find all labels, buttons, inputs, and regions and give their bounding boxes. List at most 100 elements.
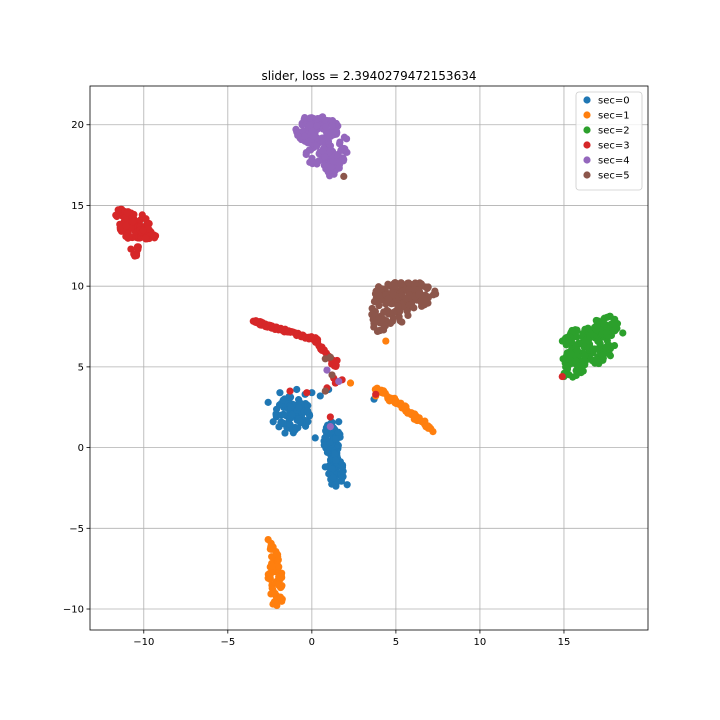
data-point <box>267 542 276 551</box>
data-point <box>335 164 343 172</box>
data-points <box>112 113 627 610</box>
data-point <box>321 152 329 161</box>
data-point <box>333 356 341 365</box>
data-point <box>130 250 138 258</box>
data-point <box>273 550 281 558</box>
data-point <box>329 474 337 482</box>
data-point <box>581 325 589 333</box>
legend-label: sec=4 <box>598 156 630 167</box>
data-point <box>316 392 324 400</box>
x-tick-label: 5 <box>393 637 399 648</box>
data-point <box>420 297 429 305</box>
legend-label: sec=3 <box>598 141 630 152</box>
data-point <box>266 575 274 583</box>
data-point <box>373 327 382 336</box>
data-point <box>133 243 141 251</box>
data-point <box>381 321 389 329</box>
data-point <box>322 427 330 435</box>
data-point <box>581 352 589 360</box>
data-point <box>322 434 330 442</box>
data-point <box>276 389 284 397</box>
data-point <box>377 316 385 324</box>
data-point <box>321 387 329 395</box>
data-point <box>279 396 287 404</box>
data-point <box>429 427 437 436</box>
data-point <box>304 401 312 410</box>
data-point <box>584 336 593 344</box>
data-point <box>308 154 316 162</box>
data-point <box>313 142 321 150</box>
data-point <box>371 297 379 306</box>
data-point <box>141 234 150 242</box>
data-point <box>395 312 403 321</box>
series-sec-5 <box>321 172 440 395</box>
x-tick-label: −10 <box>133 637 154 648</box>
data-point <box>304 407 312 415</box>
y-tick-label: −5 <box>69 524 84 535</box>
y-tick-label: 5 <box>78 362 84 373</box>
data-point <box>286 420 294 429</box>
data-point <box>335 418 343 426</box>
data-point <box>271 589 279 597</box>
data-point <box>405 279 413 287</box>
x-tick-label: 10 <box>474 637 487 648</box>
y-tick-label: −10 <box>63 605 84 616</box>
data-point <box>326 423 334 431</box>
data-point <box>319 137 327 146</box>
data-point <box>331 435 340 443</box>
data-point <box>295 403 303 412</box>
data-point <box>382 337 390 345</box>
data-point <box>564 355 572 363</box>
data-point <box>558 372 566 381</box>
data-point <box>572 357 580 365</box>
data-point <box>589 345 597 353</box>
data-point <box>375 291 383 299</box>
data-point <box>338 463 347 471</box>
x-tick-label: 0 <box>309 637 315 648</box>
data-point <box>294 131 302 140</box>
data-point <box>122 232 130 241</box>
x-tick-label: −5 <box>220 637 235 648</box>
data-point <box>301 132 309 140</box>
series-sec-2 <box>558 312 627 381</box>
data-point <box>417 280 425 289</box>
data-point <box>326 353 334 361</box>
data-point <box>288 410 296 419</box>
chart-title: slider, loss = 2.3940279472153634 <box>262 69 477 83</box>
data-point <box>411 279 419 287</box>
data-point <box>603 328 611 337</box>
data-point <box>340 172 348 180</box>
data-point <box>396 307 404 315</box>
data-point <box>277 411 285 419</box>
legend-marker <box>583 141 591 149</box>
data-point <box>311 434 319 442</box>
data-point <box>308 389 316 397</box>
data-point <box>603 337 611 345</box>
x-tick-label: 15 <box>558 637 571 648</box>
data-point <box>599 356 607 364</box>
data-point <box>270 598 279 606</box>
data-point <box>272 405 281 413</box>
data-point <box>368 311 376 319</box>
legend: sec=0 sec=1 sec=2 sec=3 sec=4 sec=5 <box>575 91 643 191</box>
data-point <box>286 393 295 401</box>
data-point <box>130 210 138 219</box>
grid-lines <box>90 86 648 630</box>
data-point <box>398 318 406 326</box>
data-point <box>327 163 335 171</box>
data-point <box>323 448 332 457</box>
data-point <box>372 390 380 398</box>
legend-label: sec=5 <box>598 171 630 182</box>
data-point <box>293 385 301 394</box>
data-point <box>600 320 608 328</box>
data-point <box>603 313 611 321</box>
data-point <box>343 481 351 489</box>
data-point <box>303 389 311 397</box>
data-point <box>324 134 332 142</box>
data-point <box>573 333 581 341</box>
data-point <box>335 140 344 148</box>
data-point <box>281 429 289 437</box>
data-point <box>123 209 131 217</box>
data-point <box>346 379 355 387</box>
data-point <box>405 285 413 294</box>
